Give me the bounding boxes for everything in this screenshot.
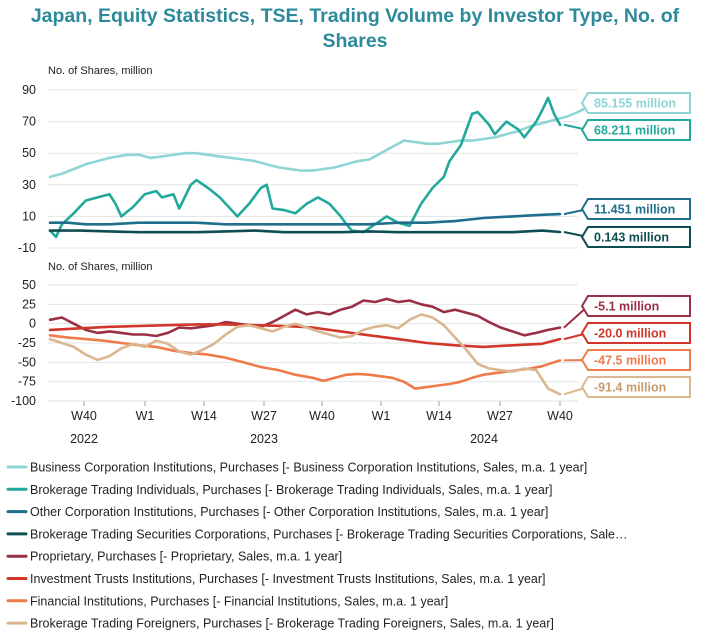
series-line-1-3 [48, 313, 562, 396]
y-tick-label: 50 [22, 146, 36, 160]
y-tick-label: 70 [22, 115, 36, 129]
callout-label: -5.1 million [594, 300, 659, 314]
callout-label: 68.211 million [594, 124, 675, 138]
x-tick-label: W1 [372, 409, 391, 423]
callout-box [580, 92, 691, 114]
y-tick-label: 25 [22, 297, 36, 311]
x-tick-label: W14 [191, 409, 217, 423]
callout-box [580, 198, 691, 220]
x-year-label: 2024 [470, 432, 498, 446]
legend-item: Other Corporation Institutions, Purchase… [30, 505, 548, 519]
legend-item: Proprietary, Purchases [- Proprietary, S… [30, 550, 342, 564]
y-tick-label: -50 [18, 355, 36, 369]
callout-label: -91.4 million [594, 381, 666, 395]
callout-box [580, 349, 691, 371]
callout-label: -20.0 million [594, 327, 666, 341]
callout-label: 85.155 million [594, 97, 676, 111]
y-tick-label: 30 [22, 178, 36, 192]
callout-box [580, 322, 691, 344]
x-tick-label: W40 [547, 409, 573, 423]
series-line-1-0 [48, 297, 562, 338]
x-tick-label: W14 [426, 409, 452, 423]
y-tick-label: 10 [22, 209, 36, 223]
series-line-0-3 [48, 229, 562, 234]
series-line-0-1 [48, 96, 562, 239]
legend-item: Financial Institutions, Purchases [- Fin… [30, 594, 448, 608]
x-tick-label: W40 [71, 409, 97, 423]
x-tick-label: W27 [251, 409, 277, 423]
series-line-1-2 [48, 334, 562, 390]
y-tick-label: -100 [11, 394, 36, 408]
callout-box [580, 376, 691, 398]
callout-box [580, 295, 691, 317]
chart-title: Japan, Equity Statistics, TSE, Trading V… [30, 5, 680, 52]
y-axis-unit-label-1: No. of Shares, million [48, 261, 153, 273]
series-line-0-0 [48, 96, 597, 179]
x-tick-label: W1 [136, 409, 155, 423]
x-year-label: 2022 [70, 432, 98, 446]
x-tick-label: W40 [309, 409, 335, 423]
legend-item: Brokerage Trading Foreigners, Purchases … [30, 617, 554, 631]
y-tick-label: -10 [18, 241, 36, 255]
x-tick-label: W27 [487, 409, 513, 423]
y-tick-label: -75 [18, 375, 36, 389]
legend-item: Business Corporation Institutions, Purch… [30, 461, 587, 475]
y-tick-label: 90 [22, 83, 36, 97]
series-line-1-1 [48, 323, 562, 349]
legend-item: Investment Trusts Institutions, Purchase… [30, 572, 546, 586]
callout-label: 0.143 million [594, 231, 669, 245]
y-axis-unit-label-0: No. of Shares, million [48, 65, 153, 77]
legend-item: Brokerage Trading Securities Corporation… [30, 527, 628, 541]
y-tick-label: -25 [18, 336, 36, 350]
callout-box [580, 119, 691, 141]
y-tick-label: 0 [29, 317, 36, 331]
legend-item: Brokerage Trading Individuals, Purchases… [30, 483, 553, 497]
callout-box [580, 226, 691, 248]
y-tick-label: 50 [22, 278, 36, 292]
x-year-label: 2023 [250, 432, 278, 446]
series-line-0-2 [48, 212, 562, 226]
callout-label: -47.5 million [594, 354, 666, 368]
callout-label: 11.451 million [594, 203, 675, 217]
